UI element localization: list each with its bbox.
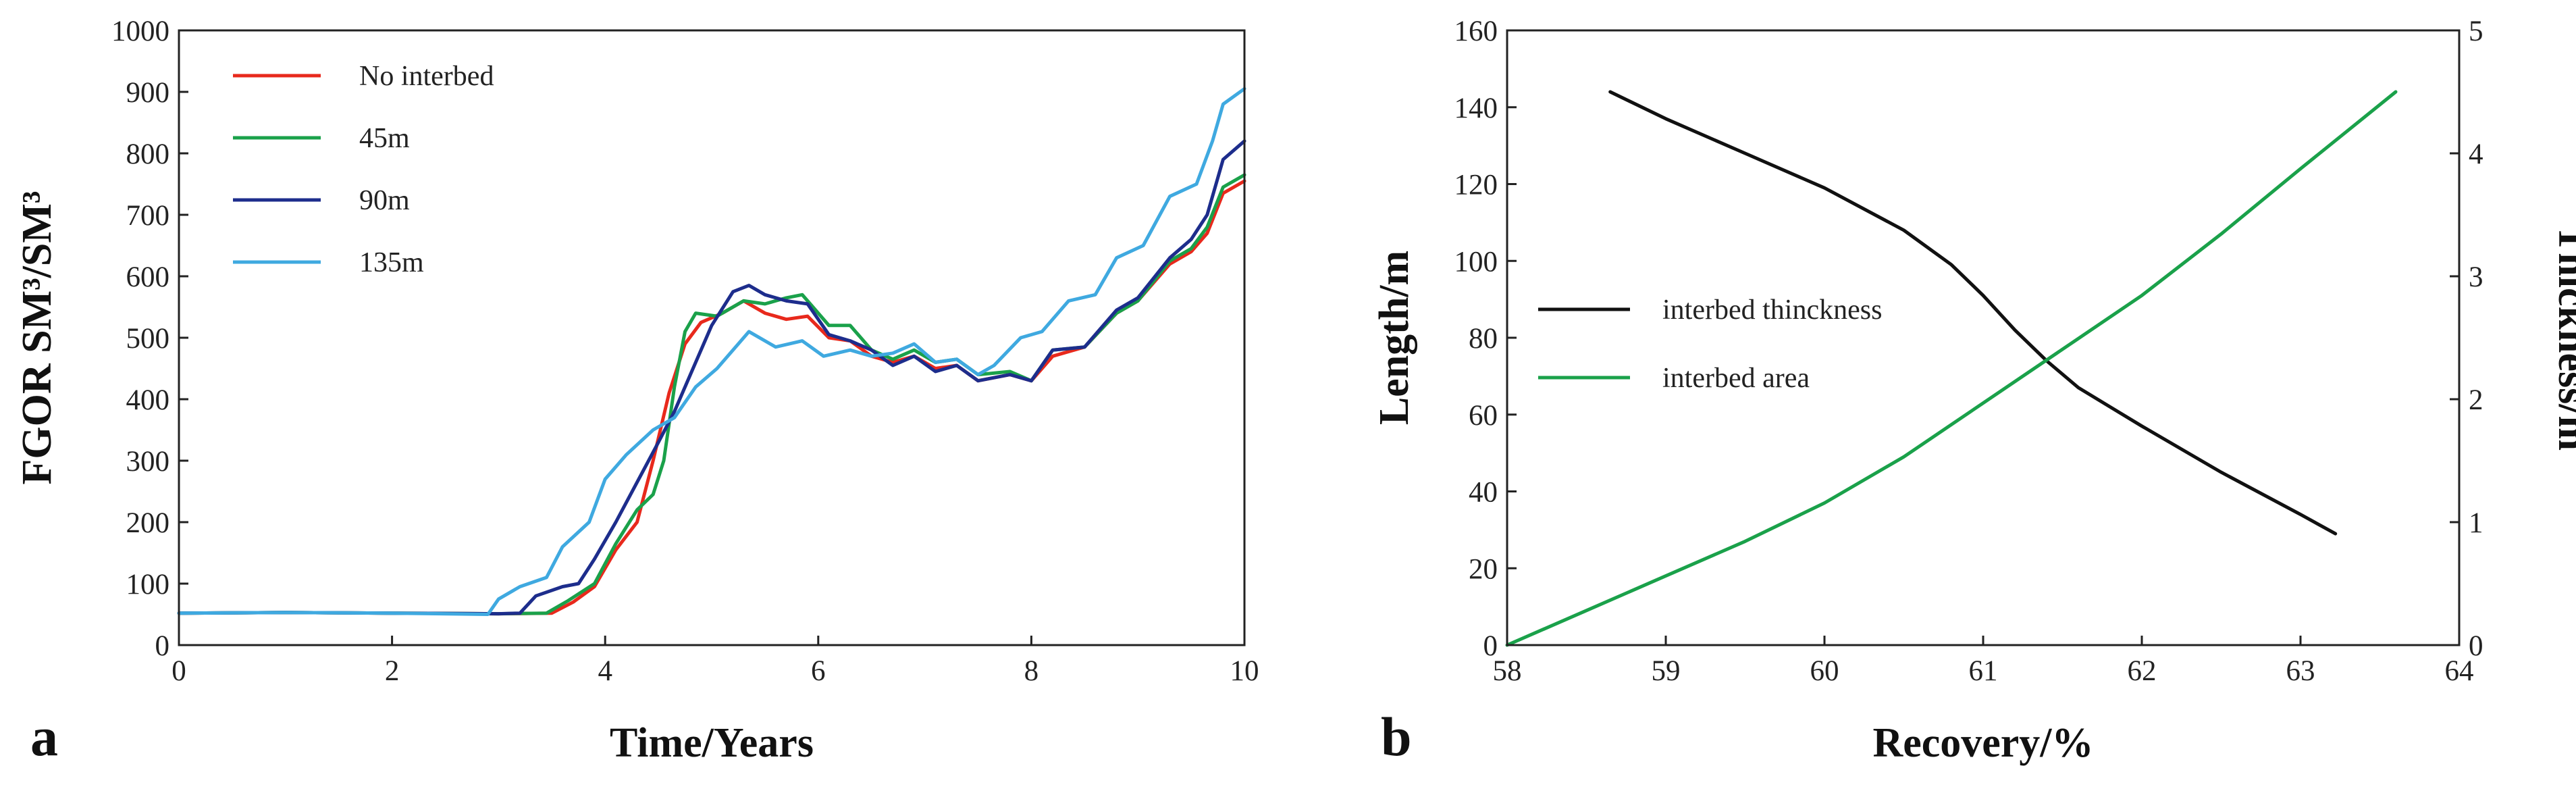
y-tick-label: 0 xyxy=(1483,630,1498,662)
right-y-tick-label: 2 xyxy=(2469,384,2483,416)
y-tick-label: 40 xyxy=(1469,477,1498,509)
a-legend: No interbed 45m 90m 135m xyxy=(233,61,494,278)
chart-panel-b: 58 59 60 61 62 63 6402040608010012014016001234… xyxy=(1371,16,2576,767)
right-y-tick-label: 4 xyxy=(2469,138,2483,170)
x-tick-label: 59 xyxy=(1652,655,1681,687)
series-line-135m xyxy=(177,86,1246,616)
x-tick-label: 58 xyxy=(1493,655,1522,687)
legend-label: interbed area xyxy=(1662,363,1810,394)
y-tick-label: 1000 xyxy=(111,16,169,47)
right-y-tick-label: 1 xyxy=(2469,507,2483,539)
y-tick-label: 120 xyxy=(1454,170,1498,201)
x-tick-label: 0 xyxy=(172,655,186,687)
y-tick-label: 100 xyxy=(1454,246,1498,278)
y-tick-label: 900 xyxy=(126,77,170,109)
y-tick-label: 800 xyxy=(126,138,170,170)
series-line-interbed-area xyxy=(1505,90,2398,647)
b-series-group xyxy=(1505,90,2398,647)
right-y-tick-label: 5 xyxy=(2469,16,2483,47)
x-tick-label: 8 xyxy=(1024,655,1039,687)
y-tick-label: 500 xyxy=(126,323,170,355)
y-tick-label: 700 xyxy=(126,200,170,232)
b-left-y-axis-label: Length/m xyxy=(1371,251,1417,425)
legend-label: 45m xyxy=(359,123,410,154)
b-panel-label: b xyxy=(1381,706,1412,767)
chart-panel-a: 0 2 4 6 8 1001002003004005006007008009001000 … xyxy=(14,16,1259,767)
b-plot-frame xyxy=(1506,29,2461,646)
b-axis-ticks: 58 59 60 61 62 63 6402040608010012014016001234… xyxy=(1454,16,2483,687)
y-tick-label: 60 xyxy=(1469,400,1498,432)
y-tick-label: 100 xyxy=(126,569,170,601)
a-panel-label: a xyxy=(30,706,58,767)
series-line-90m xyxy=(177,139,1246,616)
y-tick-label: 0 xyxy=(155,630,170,662)
right-y-tick-label: 0 xyxy=(2469,630,2483,662)
x-tick-label: 62 xyxy=(2128,655,2157,687)
x-tick-label: 60 xyxy=(1810,655,1839,687)
b-x-axis-label: Recovery/% xyxy=(1872,720,2093,766)
y-tick-label: 400 xyxy=(126,384,170,416)
a-series-group xyxy=(177,86,1246,616)
y-tick-label: 80 xyxy=(1469,323,1498,355)
a-plot-frame xyxy=(178,29,1246,646)
series-line-45m xyxy=(177,173,1246,616)
x-tick-label: 63 xyxy=(2286,655,2315,687)
b-right-y-axis-label: Thickness/m xyxy=(2550,225,2576,451)
series-line-no-interbed xyxy=(177,179,1246,616)
right-y-tick-label: 3 xyxy=(2469,261,2483,293)
y-tick-label: 600 xyxy=(126,261,170,293)
series-line-interbed-thinckness xyxy=(1608,90,2338,536)
y-tick-label: 200 xyxy=(126,507,170,539)
a-x-axis-label: Time/Years xyxy=(610,720,814,766)
a-y-axis-label: FGOR SM³/SM³ xyxy=(14,191,60,485)
x-tick-label: 10 xyxy=(1230,655,1259,687)
y-tick-label: 140 xyxy=(1454,93,1498,124)
x-tick-label: 4 xyxy=(598,655,612,687)
y-tick-label: 160 xyxy=(1454,16,1498,47)
legend-label: 135m xyxy=(359,247,424,278)
legend-label: 90m xyxy=(359,185,410,216)
legend-label: No interbed xyxy=(359,61,494,92)
b-legend: interbed thinckness interbed area xyxy=(1538,295,1882,394)
y-tick-label: 300 xyxy=(126,446,170,478)
legend-label: interbed thinckness xyxy=(1662,295,1882,326)
y-tick-label: 20 xyxy=(1469,553,1498,585)
x-tick-label: 2 xyxy=(385,655,400,687)
x-tick-label: 64 xyxy=(2445,655,2474,687)
x-tick-label: 61 xyxy=(1969,655,1998,687)
x-tick-label: 6 xyxy=(811,655,826,687)
